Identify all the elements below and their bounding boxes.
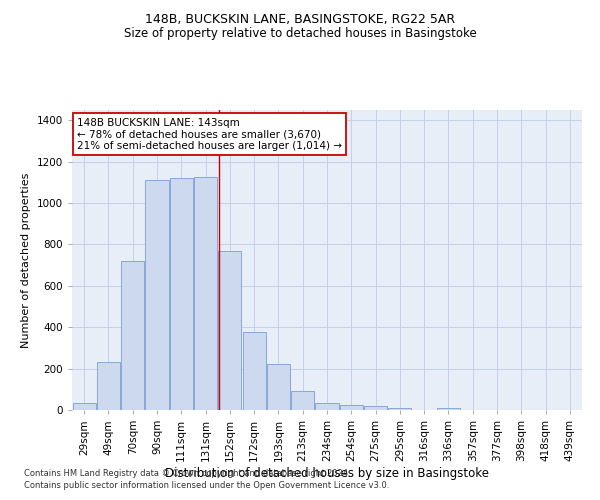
Bar <box>194 177 217 410</box>
Bar <box>291 392 314 410</box>
X-axis label: Distribution of detached houses by size in Basingstoke: Distribution of detached houses by size … <box>165 466 489 479</box>
Text: 148B BUCKSKIN LANE: 143sqm
← 78% of detached houses are smaller (3,670)
21% of s: 148B BUCKSKIN LANE: 143sqm ← 78% of deta… <box>77 118 342 150</box>
Bar <box>170 178 193 410</box>
Text: Contains public sector information licensed under the Open Government Licence v3: Contains public sector information licen… <box>24 481 389 490</box>
Bar <box>218 250 241 410</box>
Bar <box>316 403 338 410</box>
Bar <box>97 362 120 410</box>
Bar <box>267 364 290 410</box>
Text: 148B, BUCKSKIN LANE, BASINGSTOKE, RG22 5AR: 148B, BUCKSKIN LANE, BASINGSTOKE, RG22 5… <box>145 12 455 26</box>
Bar <box>145 180 169 410</box>
Text: Size of property relative to detached houses in Basingstoke: Size of property relative to detached ho… <box>124 28 476 40</box>
Bar <box>242 332 266 410</box>
Bar <box>340 405 363 410</box>
Bar <box>121 261 144 410</box>
Y-axis label: Number of detached properties: Number of detached properties <box>21 172 31 348</box>
Bar <box>73 403 95 410</box>
Text: Contains HM Land Registry data © Crown copyright and database right 2024.: Contains HM Land Registry data © Crown c… <box>24 468 350 477</box>
Bar <box>388 408 412 410</box>
Bar <box>364 406 387 410</box>
Bar <box>437 408 460 410</box>
